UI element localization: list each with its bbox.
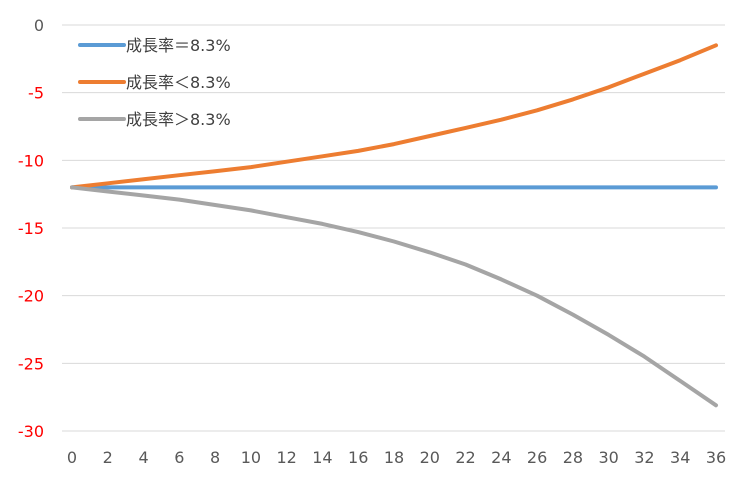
x-tick-label: 32	[634, 448, 654, 467]
y-tick-label: -5	[28, 84, 44, 103]
y-tick-label: -25	[18, 354, 44, 373]
x-tick-label: 22	[455, 448, 475, 467]
x-tick-label: 24	[491, 448, 511, 467]
x-tick-label: 20	[420, 448, 440, 467]
x-tick-label: 14	[312, 448, 332, 467]
x-tick-label: 4	[138, 448, 148, 467]
x-tick-label: 26	[527, 448, 547, 467]
x-tick-label: 8	[210, 448, 220, 467]
x-tick-label: 10	[241, 448, 261, 467]
y-tick-label: -15	[18, 219, 44, 238]
x-tick-label: 6	[174, 448, 184, 467]
x-tick-label: 16	[348, 448, 368, 467]
gridlines	[62, 24, 725, 432]
x-tick-label: 2	[103, 448, 113, 467]
x-tick-label: 0	[67, 448, 77, 467]
legend-label: 成長率＞8.3%	[126, 110, 231, 129]
y-tick-label: -10	[18, 151, 44, 170]
series-line-2	[70, 43, 718, 190]
x-tick-label: 30	[598, 448, 618, 467]
y-tick-label: -30	[18, 422, 44, 441]
y-axis-tick-labels: 0 -5 -10 -15 -20 -25 -30	[18, 16, 44, 441]
legend: 成長率＝8.3% 成長率＜8.3% 成長率＞8.3%	[78, 36, 231, 129]
legend-label: 成長率＜8.3%	[126, 73, 231, 92]
series-lines	[70, 43, 718, 408]
x-tick-label: 18	[384, 448, 404, 467]
x-tick-label: 28	[563, 448, 583, 467]
x-tick-label: 34	[670, 448, 690, 467]
legend-label: 成長率＝8.3%	[126, 36, 231, 55]
x-tick-label: 12	[276, 448, 296, 467]
series-line-3	[70, 185, 718, 408]
y-tick-label: 0	[34, 16, 44, 35]
y-tick-label: -20	[18, 287, 44, 306]
x-axis-tick-labels: 0 2 4 6 8 10 12 14 16 18 20 22 24 26 28 30 32 34 36	[67, 448, 726, 467]
x-tick-label: 36	[706, 448, 726, 467]
